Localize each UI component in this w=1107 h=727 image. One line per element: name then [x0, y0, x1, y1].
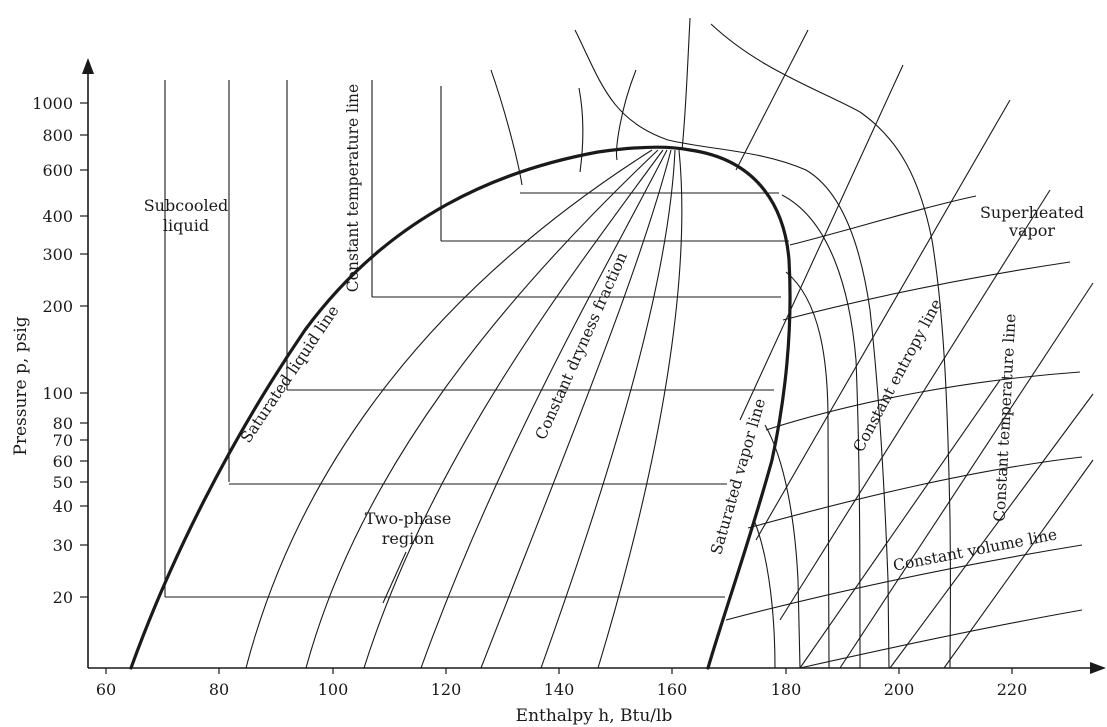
constant-volume-lines [725, 195, 1083, 669]
saturation-dome [129, 145, 792, 670]
x-axis-arrowhead [1090, 662, 1106, 674]
y-tick-label: 300 [42, 245, 73, 264]
x-tick-label: 100 [318, 680, 349, 699]
constant-dryness-label: Constant dryness fraction [532, 249, 631, 442]
y-tick-label: 60 [53, 452, 73, 471]
subcooled-label: Subcooled [144, 196, 229, 215]
x-tick-label: 60 [96, 680, 116, 699]
axes: 60 80 100 120 140 160 180 200 220 1000 8… [11, 58, 1106, 726]
x-axis-title: Enthalpy h, Btu/lb [516, 706, 673, 726]
saturated-liquid-label: Saturated liquid line [237, 302, 342, 446]
x-ticks [105, 668, 1013, 674]
y-tick-label: 100 [42, 384, 73, 403]
constant-entropy-label: Constant entropy line [850, 296, 946, 455]
constant-dryness-curves [245, 149, 683, 669]
constant-entropy-lines [735, 29, 1094, 669]
superheated-label: vapor [1008, 221, 1055, 240]
y-ticks [80, 102, 88, 598]
x-tick-label: 180 [771, 680, 802, 699]
x-tick-label: 160 [657, 680, 688, 699]
y-axis-arrowhead [82, 58, 94, 74]
y-tick-label: 30 [53, 536, 73, 555]
superheated-label: Superheated [980, 203, 1084, 222]
subcooled-label: liquid [163, 216, 209, 235]
saturated-vapor-curve [688, 148, 792, 670]
constant-temperature-label-left: Constant temperature line [344, 84, 362, 292]
x-tick-label: 80 [209, 680, 229, 699]
two-phase-pointer [382, 551, 407, 604]
x-tick-label: 140 [544, 680, 575, 699]
y-tick-label: 40 [53, 497, 73, 516]
y-tick-label: 800 [42, 126, 73, 145]
y-tick-label: 70 [53, 431, 73, 450]
y-axis-title: Pressure p, psig [11, 316, 31, 455]
two-phase-label: Two-phase [365, 509, 452, 528]
x-tick-label: 120 [431, 680, 462, 699]
y-tick-label: 600 [42, 161, 73, 180]
y-tick-label: 200 [42, 297, 73, 316]
superheated-isotherms [490, 17, 951, 669]
y-tick-label: 400 [42, 207, 73, 226]
y-tick-label: 50 [53, 473, 73, 492]
subcooled-isotherms [164, 80, 442, 597]
x-tick-label: 200 [884, 680, 915, 699]
y-tick-label: 1000 [32, 94, 73, 113]
x-tick-label: 220 [997, 680, 1028, 699]
two-phase-isotherms [165, 192, 789, 598]
y-tick-label: 20 [53, 588, 73, 607]
y-tick-label: 80 [53, 414, 73, 433]
constant-temperature-label-right: Constant temperature line [991, 313, 1020, 522]
saturated-liquid-curve [129, 145, 692, 670]
two-phase-label: region [382, 529, 434, 548]
constant-volume-label: Constant volume line [892, 525, 1059, 574]
